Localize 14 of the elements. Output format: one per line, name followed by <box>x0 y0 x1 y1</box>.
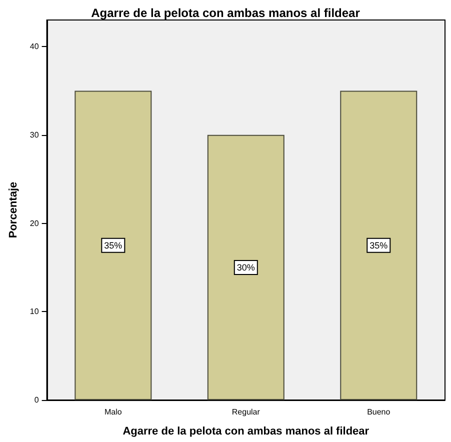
data-label: 35% <box>370 240 388 250</box>
x-axis-title: Agarre de la pelota con ambas manos al fildear <box>122 426 370 438</box>
x-tick-label: Bueno <box>367 408 391 416</box>
chart-title: Agarre de la pelota con ambas manos al fildear <box>91 6 360 20</box>
y-tick-label: 0 <box>34 396 40 404</box>
data-label: 30% <box>236 262 255 272</box>
y-tick-label: 10 <box>30 307 40 316</box>
x-tick-label: Regular <box>232 408 260 416</box>
y-tick-label: 30 <box>30 130 40 140</box>
y-axis-title: Porcentaje <box>8 182 20 238</box>
y-tick-label: 20 <box>30 218 40 228</box>
x-tick-label: Malo <box>104 408 122 416</box>
y-tick-label: 40 <box>30 42 40 52</box>
data-label: 35% <box>104 240 122 250</box>
